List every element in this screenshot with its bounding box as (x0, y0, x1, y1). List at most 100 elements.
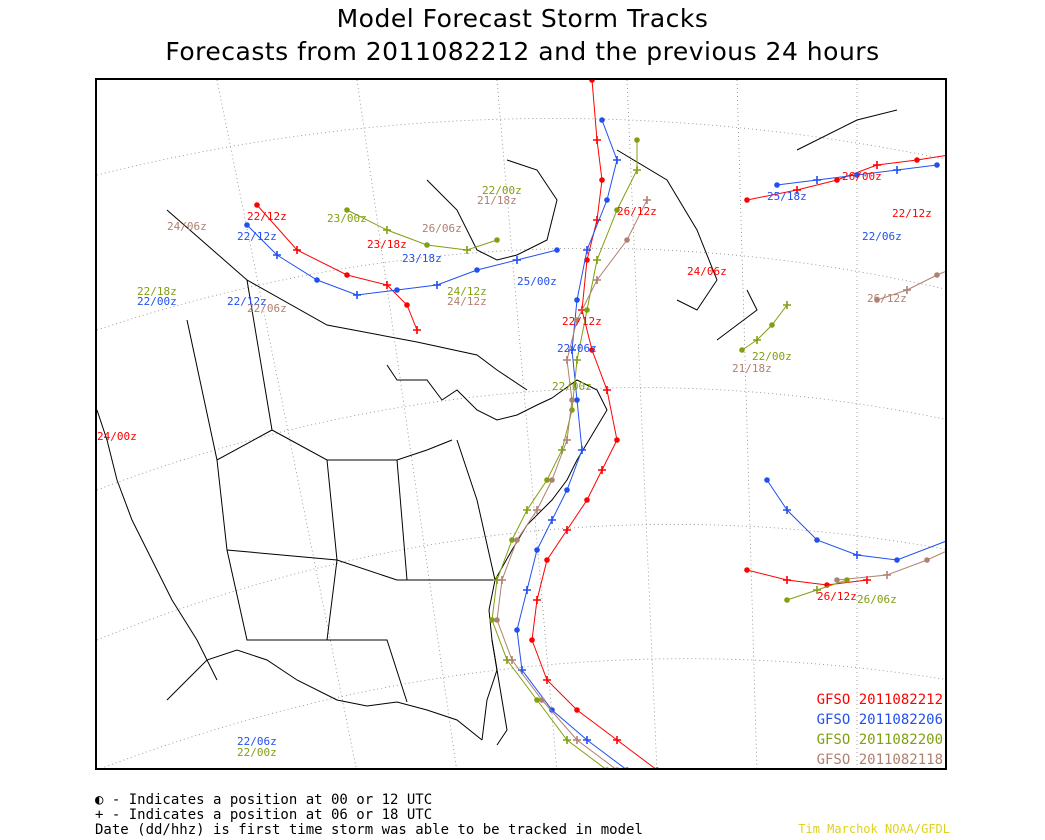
chart-subtitle: Forecasts from 2011082212 and the previo… (165, 37, 880, 66)
track-point-00-12utc (854, 172, 860, 178)
track-point-06-18utc (563, 736, 571, 744)
storm-track-line (516, 119, 626, 768)
track-point-00-12utc (614, 207, 620, 213)
track-point-06-18utc (573, 356, 581, 364)
track-point-00-12utc (784, 597, 790, 603)
track-start-label: 25/00z (517, 275, 557, 288)
track-point-00-12utc (534, 697, 540, 703)
track-point-00-12utc (549, 477, 555, 483)
track-point-06-18utc (903, 286, 911, 294)
track-point-06-18utc (593, 216, 601, 224)
track-start-label: 22/00z (752, 350, 792, 363)
coastlines-borders (97, 109, 898, 746)
track-point-00-12utc (615, 767, 619, 768)
storm-track-map: 22/12z22/12z24/06z23/00z22/12z22/00z22/0… (97, 80, 947, 768)
track-point-00-12utc (474, 267, 480, 273)
track-point-06-18utc (593, 136, 601, 144)
track-point-00-12utc (584, 307, 590, 313)
track-start-label: 22/06z (237, 735, 277, 748)
track-point-06-18utc (548, 516, 556, 524)
storm-tracks (244, 80, 947, 768)
track-point-00-12utc (844, 577, 850, 583)
track-point-00-12utc (544, 557, 550, 563)
track-start-label: 22/06z (247, 302, 287, 315)
track-start-label: 23/18z (402, 252, 442, 265)
track-point-06-18utc (513, 256, 521, 264)
track-start-label: 22/00z (137, 295, 177, 308)
track-point-06-18utc (578, 446, 586, 454)
track-point-00-12utc (549, 707, 555, 713)
track-point-06-18utc (433, 281, 441, 289)
track-point-00-12utc (599, 117, 605, 123)
chart-title: Model Forecast Storm Tracks (336, 4, 709, 33)
track-point-06-18utc (583, 736, 591, 744)
legend-entry-3: GFSO 2011082200 (817, 732, 943, 748)
track-start-label: 22/12z (562, 315, 602, 328)
track-point-00-12utc (924, 557, 930, 563)
track-start-label: 24/06z (687, 265, 727, 278)
track-start-label: 24/12z (447, 295, 487, 308)
track-point-06-18utc (945, 266, 947, 274)
track-point-00-12utc (514, 627, 520, 633)
track-point-00-12utc (314, 277, 320, 283)
track-point-06-18utc (593, 256, 601, 264)
track-point-06-18utc (523, 506, 531, 514)
track-start-label: 24/06z (167, 220, 207, 233)
track-point-06-18utc (563, 526, 571, 534)
track-point-00-12utc (774, 182, 780, 188)
track-point-00-12utc (814, 537, 820, 543)
legend-entry-2: GFSO 2011082206 (817, 712, 943, 728)
track-start-label: 26/06z (422, 222, 462, 235)
track-point-00-12utc (509, 537, 515, 543)
track-point-06-18utc (583, 246, 591, 254)
track-point-06-18utc (753, 336, 761, 344)
track-point-00-12utc (894, 557, 900, 563)
track-point-00-12utc (624, 237, 630, 243)
track-point-00-12utc (494, 237, 500, 243)
track-point-06-18utc (945, 546, 947, 554)
track-point-06-18utc (293, 246, 301, 254)
track-start-label: 25/18z (767, 190, 807, 203)
notes-block: ◐ - Indicates a position at 00 or 12 UTC… (95, 793, 643, 838)
storm-track-line (836, 551, 945, 581)
track-point-00-12utc (344, 272, 350, 278)
storm-track-line (256, 204, 418, 331)
track-start-label: 22/12z (237, 230, 277, 243)
track-point-00-12utc (569, 397, 575, 403)
track-point-06-18utc (543, 676, 551, 684)
track-point-00-12utc (554, 247, 560, 253)
track-point-00-12utc (244, 222, 250, 228)
track-point-06-18utc (945, 151, 947, 159)
track-point-00-12utc (764, 477, 770, 483)
track-point-06-18utc (498, 576, 506, 584)
track-point-00-12utc (574, 707, 580, 713)
track-point-06-18utc (573, 736, 581, 744)
track-point-06-18utc (643, 196, 651, 204)
map-frame: 22/12z 22/12z 24/06z 23/00z 22/12z 22/00z 22/0… (95, 78, 947, 770)
track-point-00-12utc (589, 347, 595, 353)
track-point-06-18utc (613, 736, 621, 744)
track-start-label: 22/12z (227, 295, 267, 308)
storm-track-line (496, 199, 648, 768)
track-start-label: 26/12z (817, 590, 857, 603)
track-point-00-12utc (655, 767, 659, 768)
legend-entry-4: GFSO 2011082118 (817, 752, 943, 768)
legend-label: GFSO 2011082206 (816, 712, 943, 728)
track-point-06-18utc (813, 586, 821, 594)
track-point-00-12utc (834, 577, 840, 583)
track-point-06-18utc (883, 571, 891, 579)
track-start-label: 24/00z (97, 430, 137, 443)
track-point-00-12utc (834, 177, 840, 183)
track-point-06-18utc (945, 536, 947, 544)
note-line-1: ◐ - Indicates a position at 00 or 12 UTC (95, 792, 433, 808)
track-point-00-12utc (514, 537, 520, 543)
track-point-00-12utc (634, 137, 640, 143)
track-point-00-12utc (489, 617, 495, 623)
track-start-label: 26/12z (617, 205, 657, 218)
track-start-label: 22/06z (862, 230, 902, 243)
track-point-06-18utc (603, 386, 611, 394)
track-point-06-18utc (783, 576, 791, 584)
track-point-00-12utc (769, 322, 775, 328)
track-start-label: 22/00z (552, 380, 592, 393)
track-point-06-18utc (508, 656, 516, 664)
